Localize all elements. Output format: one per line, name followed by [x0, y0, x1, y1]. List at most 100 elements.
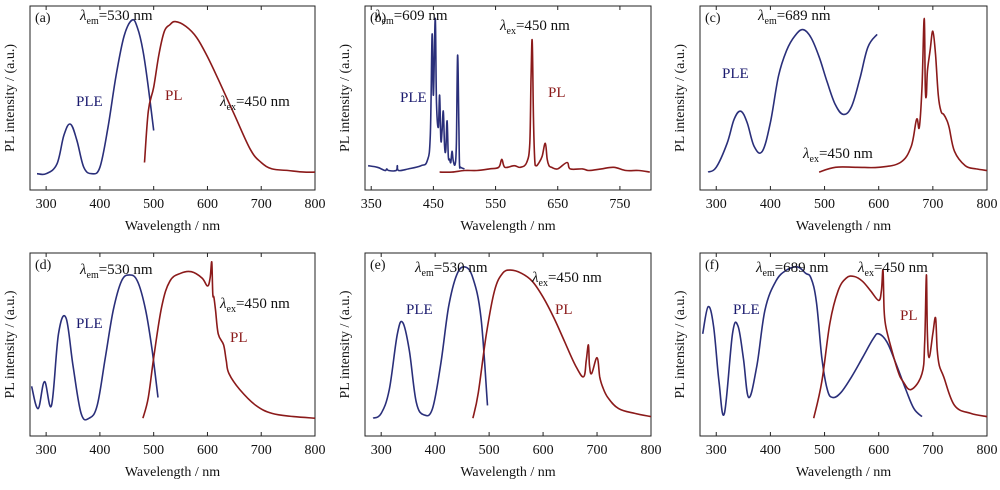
- x-tick-label: 700: [251, 443, 272, 458]
- annotation-pl: PL: [165, 88, 183, 104]
- series-line-ple: [367, 17, 465, 172]
- annotation-ple: PLE: [76, 94, 103, 110]
- annotation-lambda-ex: λex=450 nm: [499, 18, 570, 37]
- series-line-ple: [372, 266, 489, 419]
- x-tick-label: 650: [547, 197, 568, 212]
- y-axis-label: PL intensity / (a.u.): [3, 290, 18, 398]
- annotation-lambda-ex: λex=450 nm: [219, 94, 290, 113]
- x-tick-label: 600: [197, 443, 218, 458]
- x-tick-label: 300: [706, 197, 727, 212]
- annotation-pl: PL: [230, 330, 248, 346]
- x-tick-label: 800: [305, 197, 326, 212]
- panel-label: (a): [35, 11, 51, 26]
- x-tick-label: 350: [361, 197, 382, 212]
- series-line-pl: [142, 261, 315, 419]
- annotation-lambda-em: λem=530 nm: [79, 262, 153, 281]
- x-tick-label: 600: [197, 197, 218, 212]
- x-tick-label: 500: [143, 197, 164, 212]
- y-axis-label: PL intensity / (a.u.): [673, 44, 688, 152]
- x-tick-label: 500: [143, 443, 164, 458]
- y-axis-label: PL intensity / (a.u.): [338, 44, 353, 152]
- y-axis-label: PL intensity / (a.u.): [338, 290, 353, 398]
- x-tick-label: 300: [36, 443, 57, 458]
- annotation-ple: PLE: [400, 90, 427, 106]
- annotation-pl: PL: [548, 85, 566, 101]
- series-line-ple: [36, 18, 155, 176]
- y-axis-label: PL intensity / (a.u.): [3, 44, 18, 152]
- annotation-pl: PL: [900, 308, 918, 324]
- panel-label: (d): [35, 258, 52, 273]
- x-axis-label: Wavelength / nm: [460, 465, 555, 480]
- plot-frame: [364, 252, 652, 437]
- panel-label: (c): [705, 11, 721, 26]
- series-line-pl-450-nm-: [812, 268, 987, 419]
- x-tick-label: 800: [641, 443, 662, 458]
- series-line-ple: [707, 28, 878, 173]
- x-tick-label: 450: [423, 197, 444, 212]
- annotation-ple: PLE: [733, 302, 760, 318]
- panel-label: (e): [370, 258, 386, 273]
- x-tick-label: 600: [868, 443, 889, 458]
- x-tick-label: 500: [814, 197, 835, 212]
- annotation-lambda-em: λem=530 nm: [79, 8, 153, 27]
- x-axis-label: Wavelength / nm: [125, 219, 220, 234]
- panel-b: (b) 350 450 550 650 750 Wavelength / nm PL inte…: [338, 5, 652, 234]
- x-tick-label: 700: [922, 197, 943, 212]
- x-tick-label: 700: [922, 443, 943, 458]
- annotation-lambda-ex: λex=450 nm: [531, 270, 602, 289]
- x-tick-label: 300: [371, 443, 392, 458]
- x-axis-label: Wavelength / nm: [796, 465, 891, 480]
- series-line-pl: [143, 20, 315, 174]
- panel-f: (f) 300 400 500 600 700 800 Wavelength / nm PL i…: [673, 252, 998, 480]
- x-tick-label: 500: [814, 443, 835, 458]
- annotation-ple: PLE: [76, 316, 103, 332]
- panel-label: (b): [370, 11, 387, 26]
- x-tick-label: 800: [305, 443, 326, 458]
- annotation-lambda-em: λem=530 nm: [414, 260, 488, 279]
- plot-frame: [699, 252, 988, 437]
- x-tick-label: 500: [479, 443, 500, 458]
- x-tick-label: 550: [485, 197, 506, 212]
- y-axis-label: PL intensity / (a.u.): [673, 290, 688, 398]
- annotation-lambda-ex: λex=450 nm: [857, 260, 928, 279]
- series-line-pl: [439, 38, 650, 174]
- panel-a: (a) 300 400 500 600 700 800 Wavelength / nm PL i…: [3, 5, 326, 234]
- x-tick-label: 300: [706, 443, 727, 458]
- x-tick-label: 400: [89, 443, 110, 458]
- x-tick-label: 400: [425, 443, 446, 458]
- series-line-ple: [30, 274, 159, 421]
- x-tick-label: 700: [251, 197, 272, 212]
- x-tick-label: 800: [977, 197, 998, 212]
- plot-frame: [29, 252, 316, 437]
- panel-c: (c) 300 400 500 600 700 800 Wavelength / nm PL i…: [673, 5, 998, 234]
- annotation-lambda-em: λem=609 nm: [374, 8, 448, 27]
- annotation-ple: PLE: [722, 66, 749, 82]
- plot-frame: [699, 5, 988, 191]
- panel-d: (d) 300 400 500 600 700 800 Wavelength / nm PL i…: [3, 252, 326, 480]
- x-axis-label: Wavelength / nm: [125, 465, 220, 480]
- annotation-lambda-em: λem=689 nm: [757, 8, 831, 27]
- x-tick-label: 600: [868, 197, 889, 212]
- x-tick-label: 600: [533, 443, 554, 458]
- series-line-pl: [818, 17, 987, 173]
- annotation-pl: PL: [555, 302, 573, 318]
- series-line-pl: [472, 269, 651, 419]
- plot-frame: [29, 5, 316, 191]
- x-axis-label: Wavelength / nm: [796, 219, 891, 234]
- series-line-ple-689-nm-: [701, 265, 923, 418]
- x-tick-label: 300: [36, 197, 57, 212]
- x-tick-label: 750: [609, 197, 630, 212]
- panel-e: (e) 300 400 500 600 700 800 Wavelength / nm PL i…: [338, 252, 662, 480]
- annotation-ple: PLE: [406, 302, 433, 318]
- x-tick-label: 700: [587, 443, 608, 458]
- x-tick-label: 400: [760, 443, 781, 458]
- annotation-lambda-ex: λex=450 nm: [219, 296, 290, 315]
- plot-frame: [364, 5, 652, 191]
- annotation-lambda-ex: λex=450 nm: [802, 146, 873, 165]
- x-tick-label: 400: [760, 197, 781, 212]
- panel-label: (f): [705, 258, 719, 273]
- x-tick-label: 800: [977, 443, 998, 458]
- x-tick-label: 400: [89, 197, 110, 212]
- annotation-lambda-em: λem=689 nm: [755, 260, 829, 279]
